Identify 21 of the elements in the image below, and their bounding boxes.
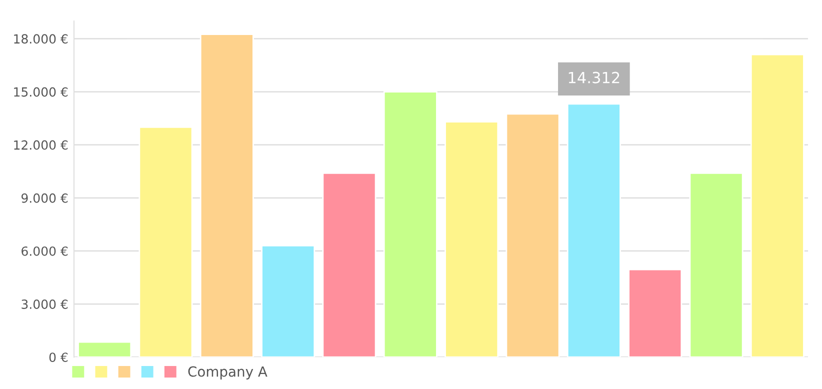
y-tick-label: 15.000 € [14, 87, 68, 97]
y-tick-label: 6.000 € [22, 246, 68, 256]
y-tick-label: 18.000 € [14, 34, 68, 44]
y-tick-label: 3.000 € [22, 300, 68, 309]
bar [750, 54, 804, 358]
bar [261, 244, 316, 358]
bar [138, 126, 193, 358]
legend-label: Company A [188, 366, 268, 380]
bar [628, 268, 682, 358]
bar [506, 113, 560, 358]
data-label: 14.312 [568, 72, 620, 84]
bar [383, 91, 438, 358]
y-tick-label: 12.000 € [14, 140, 68, 150]
bar [200, 34, 254, 358]
bar [78, 341, 132, 358]
bar [444, 121, 499, 358]
bar [322, 172, 376, 358]
y-tick-label: 9.000 € [22, 193, 68, 203]
y-tick-label: 0 € [49, 352, 68, 362]
bar [566, 103, 621, 358]
bar [689, 172, 744, 358]
